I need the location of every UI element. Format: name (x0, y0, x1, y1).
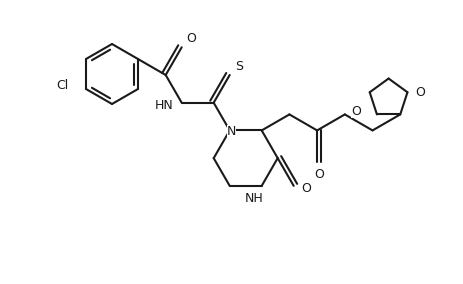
Text: O: O (415, 86, 425, 99)
Text: NH: NH (244, 192, 263, 205)
Text: S: S (235, 60, 243, 73)
Text: N: N (227, 126, 237, 138)
Text: O: O (351, 105, 361, 118)
Text: O: O (314, 168, 324, 181)
Text: O: O (187, 32, 197, 45)
Text: O: O (302, 182, 312, 195)
Text: Cl: Cl (56, 78, 68, 91)
Text: HN: HN (155, 99, 174, 112)
